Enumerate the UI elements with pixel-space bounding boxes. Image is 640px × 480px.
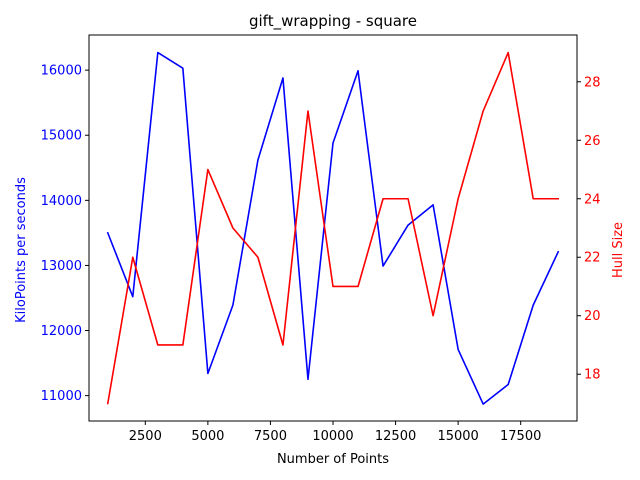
x-tick-label: 2500 bbox=[129, 429, 162, 444]
series-line-kilopoints bbox=[106, 51, 560, 405]
left-y-tick-label: 14000 bbox=[41, 194, 82, 209]
right-y-tick-label: 28 bbox=[584, 75, 601, 90]
plot-frame bbox=[88, 34, 578, 422]
x-tick-label: 17500 bbox=[500, 429, 541, 444]
left-y-axis-title: KiloPoints per seconds bbox=[14, 177, 29, 323]
left-y-tick-label: 12000 bbox=[41, 324, 82, 339]
x-tick-label: 10000 bbox=[312, 429, 353, 444]
left-y-tick-label: 15000 bbox=[41, 129, 82, 144]
x-axis-title: Number of Points bbox=[277, 452, 389, 467]
right-y-axis-title: Hull Size bbox=[611, 222, 626, 278]
left-y-tick-label: 13000 bbox=[41, 259, 82, 274]
axes: 2500 5000 7500 10000 12500 15000 17500 11000 120… bbox=[41, 34, 601, 444]
series-line-hull-size bbox=[106, 51, 560, 405]
right-y-tick-label: 26 bbox=[584, 134, 601, 149]
right-y-tick-label: 22 bbox=[584, 251, 601, 266]
x-tick-label: 15000 bbox=[437, 429, 478, 444]
x-tick-label: 5000 bbox=[191, 429, 224, 444]
x-tick-label: 12500 bbox=[375, 429, 416, 444]
x-tick-label: 7500 bbox=[254, 429, 287, 444]
left-y-tick-label: 11000 bbox=[41, 389, 82, 404]
right-y-tick-label: 20 bbox=[584, 309, 601, 324]
left-y-tick-label: 16000 bbox=[41, 64, 82, 79]
right-y-tick-label: 18 bbox=[584, 368, 601, 383]
chart-title: gift_wrapping - square bbox=[249, 12, 417, 31]
plot-area bbox=[106, 51, 560, 405]
right-y-tick-label: 24 bbox=[584, 192, 601, 207]
